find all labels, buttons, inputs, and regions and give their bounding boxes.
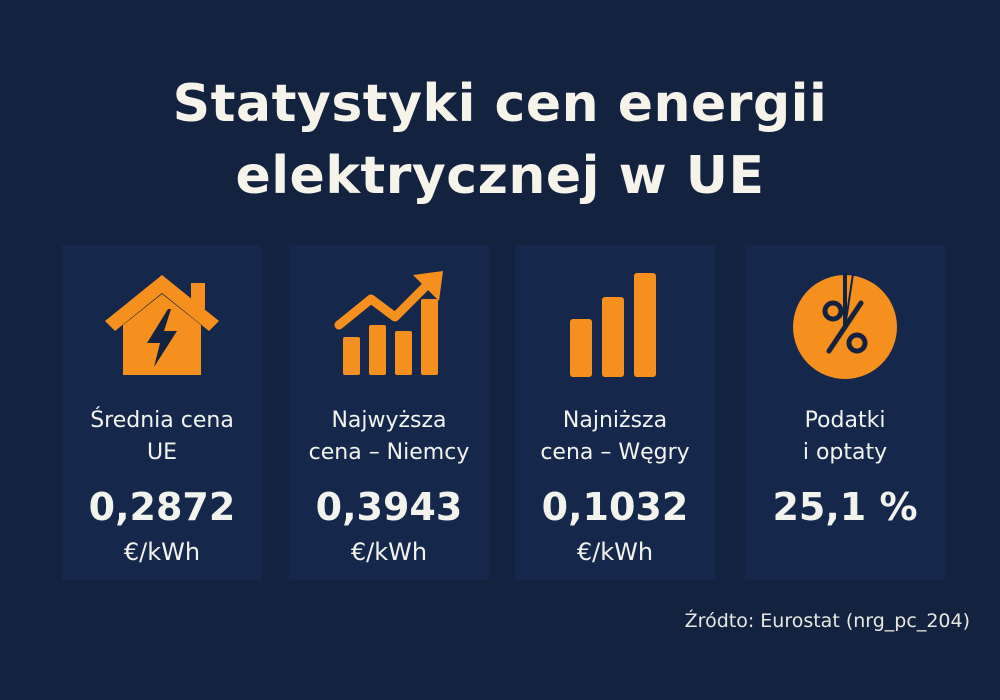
title-line-1: Statystyki cen energii [172, 74, 828, 134]
stat-unit: €/kWh [350, 538, 428, 566]
stat-label: Najniższa cena – Węgry [540, 408, 690, 465]
stat-value: 25,1 % [772, 485, 918, 529]
stat-card-taxes: Podatki i optaty 25,1 % [745, 245, 945, 580]
stat-unit: €/kWh [123, 538, 201, 566]
percent-pie-icon [745, 265, 945, 385]
bar-chart-icon [515, 265, 715, 385]
house-lightning-icon [62, 265, 262, 385]
stat-card-lowest-price: Najniższa cena – Węgry 0,1032 €/kWh [515, 245, 715, 580]
stat-card-highest-price: Najwyższa cena – Niemcy 0,3943 €/kWh [289, 245, 489, 580]
stat-label: Średnia cena UE [90, 408, 234, 465]
stat-value: 0,1032 [541, 485, 689, 529]
stat-label: Najwyższa cena – Niemcy [308, 408, 470, 465]
source-note: Źródto: Eurostat (nrg_pc_204) [684, 610, 970, 632]
stat-unit: €/kWh [576, 538, 654, 566]
title-line-2: elektrycznej w UE [235, 146, 765, 206]
stat-label: Podatki i optaty [802, 408, 888, 465]
stat-value: 0,3943 [315, 485, 463, 529]
stat-card-average-price: Średnia cena UE 0,2872 €/kWh [62, 245, 262, 580]
trending-up-bars-icon [289, 265, 489, 385]
page-title: Statystyki cen energii elektrycznej w UE [0, 68, 1000, 212]
stat-value: 0,2872 [88, 485, 236, 529]
